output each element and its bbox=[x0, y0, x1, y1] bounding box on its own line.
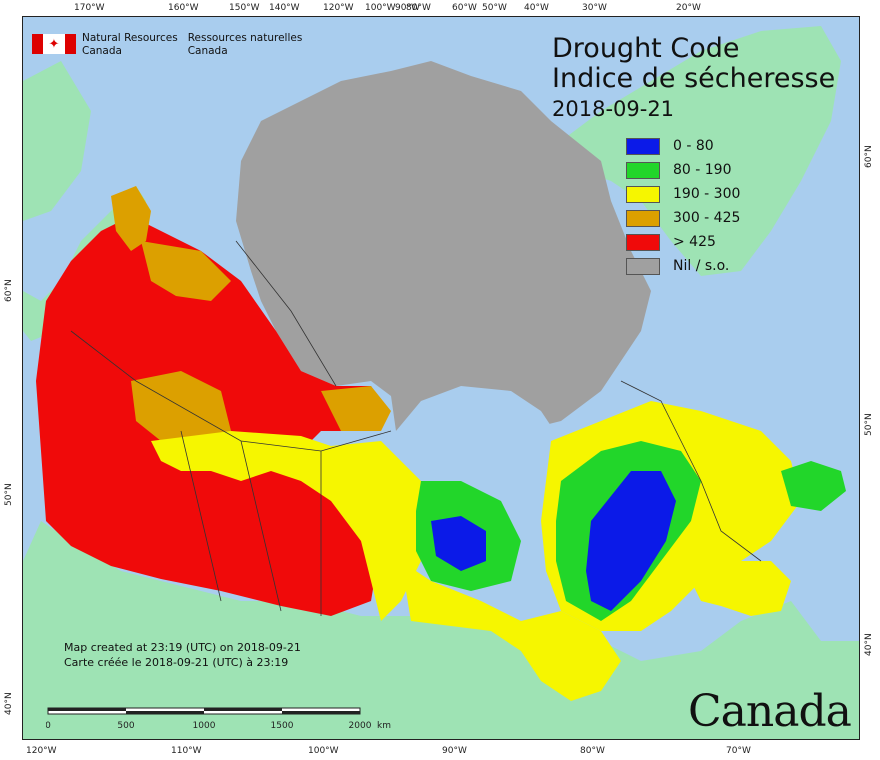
legend-label: 80 - 190 bbox=[673, 162, 732, 178]
legend-item: 80 - 190 bbox=[626, 158, 740, 182]
legend-item: 190 - 300 bbox=[626, 182, 740, 206]
patch-green-newfoundland bbox=[781, 461, 846, 511]
legend-swatch bbox=[626, 185, 660, 203]
map-canvas bbox=[23, 17, 859, 739]
tick-label: 120°W bbox=[323, 3, 354, 13]
map-date: 2018-09-21 bbox=[552, 97, 675, 121]
scale-label: 2000 bbox=[349, 721, 372, 731]
legend-label: > 425 bbox=[673, 234, 716, 250]
canada-wordmark: Canada bbox=[688, 686, 852, 737]
patch-blue-quebec bbox=[586, 471, 676, 611]
patch-yellow-maritimes bbox=[691, 561, 791, 616]
tick-label: 20°W bbox=[676, 3, 701, 13]
scale-bar: 0 500 1000 1500 2000 km bbox=[45, 706, 406, 740]
hudson-bay bbox=[396, 386, 561, 481]
patch-orange-1 bbox=[111, 186, 151, 251]
tick-label: 80°W bbox=[406, 3, 431, 13]
patch-blue-ontario bbox=[431, 516, 486, 571]
patch-orange-2 bbox=[141, 241, 231, 301]
boundaries bbox=[70, 240, 762, 616]
scale-label: 0 bbox=[46, 721, 51, 731]
patch-orange-4 bbox=[321, 386, 391, 431]
alaska-land-sw bbox=[23, 61, 91, 221]
tick-label: 50°W bbox=[482, 3, 507, 13]
tick-label: 90°W bbox=[395, 3, 420, 13]
map-credit: Map created at 23:19 (UTC) on 2018-09-21… bbox=[64, 640, 301, 670]
tick-label: 60°W bbox=[452, 3, 477, 13]
patch-orange-3 bbox=[131, 371, 231, 451]
tick-label: 150°W bbox=[229, 3, 260, 13]
greenland-land bbox=[561, 26, 841, 276]
agency-signature: ✦ Natural Resources Canada Ressources na… bbox=[32, 32, 312, 58]
legend-swatch bbox=[626, 209, 660, 227]
arctic-nodata bbox=[236, 61, 651, 431]
agency-name-en: Natural Resources Canada bbox=[82, 32, 178, 58]
scale-label: 1000 bbox=[193, 721, 216, 731]
map-frame bbox=[22, 16, 860, 740]
canada-flag-icon: ✦ bbox=[32, 34, 76, 54]
tick-label: 50°N bbox=[864, 413, 874, 436]
legend-swatch bbox=[626, 233, 660, 251]
tick-label: 170°W bbox=[74, 3, 105, 13]
tick-label: 120°W bbox=[26, 746, 57, 756]
tick-label: 140°W bbox=[269, 3, 300, 13]
agency-name-fr-line2: Canada bbox=[187, 45, 228, 57]
tick-label: 100°W bbox=[365, 3, 396, 13]
map-title-fr: Indice de sécheresse bbox=[552, 63, 836, 94]
legend-item: > 425 bbox=[626, 230, 740, 254]
agency-name-en-line2: Canada bbox=[82, 45, 122, 57]
scale-bar-graphic: 0 500 1000 1500 2000 km bbox=[45, 707, 391, 731]
tick-label: 110°W bbox=[171, 746, 202, 756]
tick-label: 90°W bbox=[442, 746, 467, 756]
legend-swatch bbox=[626, 137, 660, 155]
tick-label: 30°W bbox=[582, 3, 607, 13]
scale-unit: km bbox=[377, 721, 391, 731]
agency-name-fr-line1: Ressources naturelles bbox=[187, 32, 303, 44]
tick-label: 40°N bbox=[4, 692, 14, 715]
map-title-en: Drought Code bbox=[552, 33, 740, 64]
legend-label: 190 - 300 bbox=[673, 186, 741, 202]
legend-swatch bbox=[626, 161, 660, 179]
legend-item: Nil / s.o. bbox=[626, 254, 740, 278]
agency-name-fr: Ressources naturelles Canada bbox=[188, 32, 303, 58]
tick-label: 60°N bbox=[864, 145, 874, 168]
scale-label: 1500 bbox=[271, 721, 294, 731]
credit-en: Map created at 23:19 (UTC) on 2018-09-21 bbox=[64, 641, 301, 654]
tick-label: 80°W bbox=[580, 746, 605, 756]
patch-yellow-central bbox=[151, 431, 431, 621]
tick-label: 40°W bbox=[524, 3, 549, 13]
legend-label: Nil / s.o. bbox=[673, 258, 730, 274]
tick-label: 50°N bbox=[4, 483, 14, 506]
legend-label: 300 - 425 bbox=[673, 210, 741, 226]
tick-label: 160°W bbox=[168, 3, 199, 13]
legend-item: 0 - 80 bbox=[626, 134, 740, 158]
legend-item: 300 - 425 bbox=[626, 206, 740, 230]
agency-name-en-line1: Natural Resources bbox=[82, 32, 178, 44]
legend: 0 - 80 80 - 190 190 - 300 300 - 425 > 425 Nil… bbox=[626, 134, 740, 278]
usa-land bbox=[23, 521, 859, 739]
legend-swatch bbox=[626, 257, 660, 275]
map-title-block: Drought Code Indice de sécheresse 2018-0… bbox=[552, 34, 835, 122]
tick-label: 100°W bbox=[308, 746, 339, 756]
tick-label: 40°N bbox=[864, 633, 874, 656]
scale-label: 500 bbox=[117, 721, 134, 731]
tick-label: 70°W bbox=[726, 746, 751, 756]
canada-wordmark-text: Canada bbox=[688, 686, 852, 737]
credit-fr: Carte créée le 2018-09-21 (UTC) à 23:19 bbox=[64, 656, 289, 669]
patch-yellow-south bbox=[401, 561, 621, 701]
tick-label: 60°N bbox=[4, 279, 14, 302]
legend-label: 0 - 80 bbox=[673, 138, 714, 154]
